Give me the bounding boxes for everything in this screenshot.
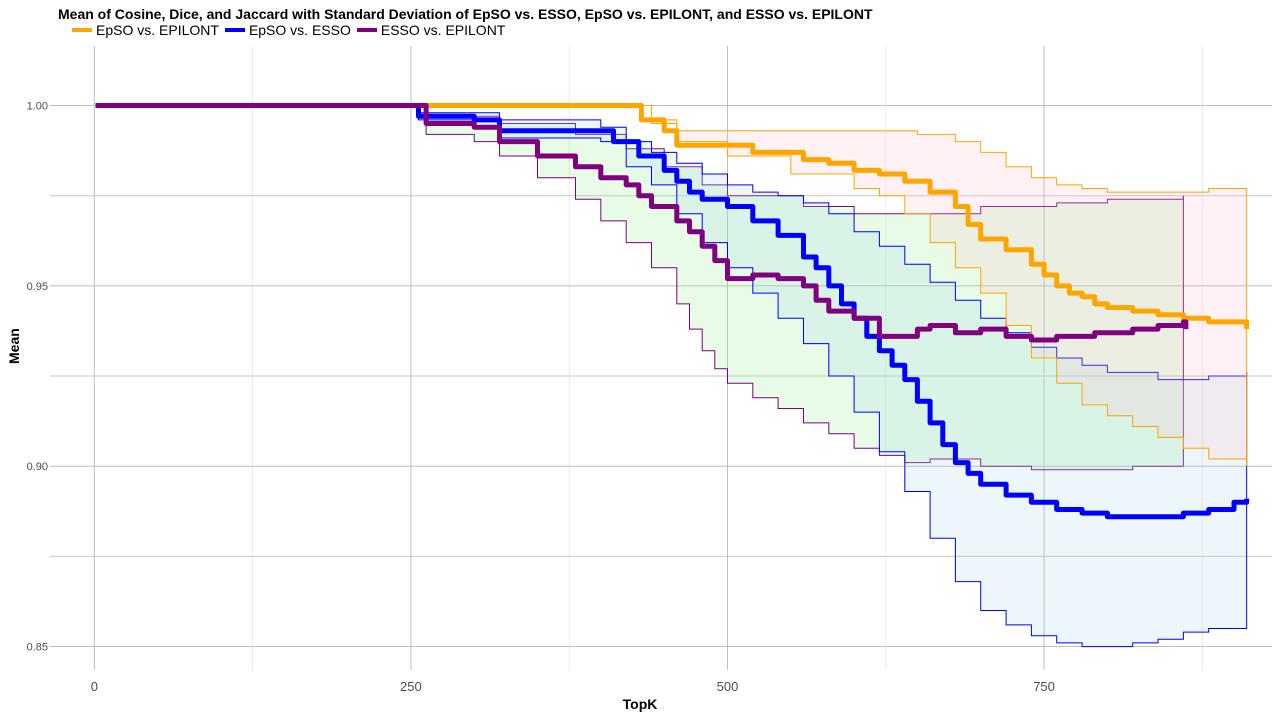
- legend-label-esso-epilont: ESSO vs. EPILONT: [380, 22, 506, 38]
- axis-ticks: 0 250 500 750 0.85 0.90 0.95 1.00: [27, 101, 1055, 694]
- y-tick-label: 0.90: [27, 461, 48, 473]
- legend-item-esso-epilont: ESSO vs. EPILONT: [356, 22, 506, 38]
- y-tick-label: 1.00: [27, 101, 48, 113]
- sd-lower-line: [95, 105, 1248, 648]
- x-tick-label: 0: [91, 679, 98, 694]
- y-tick-label: 0.95: [27, 281, 48, 293]
- sd-lower-line: [95, 105, 1184, 471]
- chart-title: Mean of Cosine, Dice, and Jaccard with S…: [58, 6, 873, 22]
- legend-item-epso-epilont: EpSO vs. EPILONT: [72, 22, 219, 38]
- mean-lines: [95, 103, 1250, 520]
- y-axis-label: Mean: [6, 328, 22, 364]
- sd-band: [95, 105, 1247, 467]
- mean-line-series-0: [95, 103, 1250, 330]
- legend-swatch-esso-epilont: [356, 28, 377, 32]
- sd-lower-line: [95, 105, 1248, 467]
- legend-label-epso-epilont: EpSO vs. EPILONT: [96, 22, 219, 38]
- x-tick-label: 250: [400, 679, 422, 694]
- legend: EpSO vs. EPILONT EpSO vs. ESSO ESSO vs. …: [72, 22, 511, 38]
- x-tick-label: 500: [717, 679, 739, 694]
- legend-label-epso-esso: EpSO vs. ESSO: [248, 22, 351, 38]
- x-tick-label: 750: [1033, 679, 1055, 694]
- legend-swatch-epso-epilont: [72, 28, 92, 32]
- legend-swatch-epso-esso: [224, 28, 245, 32]
- mean-line-series-2: [95, 103, 1189, 343]
- x-axis-label: TopK: [622, 696, 658, 712]
- sd-band: [95, 105, 1247, 647]
- mean-line-series-1: [95, 103, 1250, 520]
- legend-item-epso-esso: EpSO vs. ESSO: [224, 22, 351, 38]
- y-tick-label: 0.85: [27, 642, 48, 654]
